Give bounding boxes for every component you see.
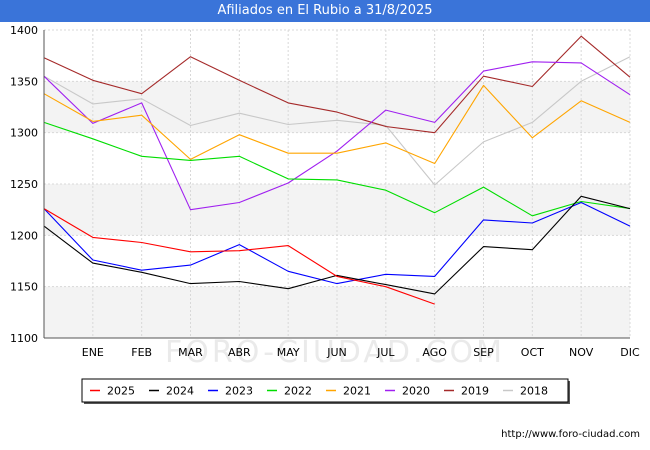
legend-box (81, 378, 569, 403)
legend-label-2018: 2018 (520, 385, 548, 398)
y-tick-label: 1400 (10, 24, 38, 37)
footer-url[interactable]: http://www.foro-ciudad.com (501, 429, 640, 440)
legend-label-2024: 2024 (166, 385, 194, 398)
x-tick-label: OCT (521, 346, 544, 359)
x-tick-label: MAR (178, 346, 203, 359)
x-tick-label: ABR (228, 346, 251, 359)
x-tick-label: SEP (473, 346, 494, 359)
axes: 1100 1150 1200 1250 1300 1350 1400 ENE FEB MAR ABR… (10, 24, 640, 359)
series-line-2021 (43, 84, 631, 165)
chart-title: Afiliados en El Rubio a 31/8/2025 (217, 3, 433, 18)
series-line-2020 (43, 61, 631, 211)
legend-label-2020: 2020 (402, 385, 430, 398)
series-line-2022 (43, 121, 631, 217)
series-line-2024 (43, 195, 631, 295)
legend-label-2023: 2023 (225, 385, 253, 398)
watermark: FORO-CIUDAD.COM (165, 335, 505, 370)
legend-label-2025: 2025 (107, 385, 135, 398)
x-tick-label: DIC (620, 346, 640, 359)
x-tick-label: NOV (569, 346, 594, 359)
title-bar: Afiliados en El Rubio a 31/8/2025 (0, 0, 650, 22)
series-line-2019 (43, 35, 631, 134)
legend-label-2019: 2019 (461, 385, 489, 398)
y-tick-label: 1300 (10, 127, 38, 140)
legend-label-2021: 2021 (343, 385, 371, 398)
x-tick-label: MAY (277, 346, 300, 359)
x-tick-label: JUL (376, 346, 395, 359)
series-line-2025 (43, 208, 435, 305)
series-lines (43, 35, 631, 305)
y-tick-label: 1350 (10, 75, 38, 88)
x-tick-label: ENE (82, 346, 104, 359)
x-tick-label: AGO (422, 346, 447, 359)
series-line-2018 (43, 56, 631, 186)
y-tick-label: 1150 (10, 281, 38, 294)
y-tick-label: 1100 (10, 332, 38, 345)
y-tick-label: 1200 (10, 229, 38, 242)
legend-label-2022: 2022 (284, 385, 312, 398)
x-tick-label: FEB (131, 346, 152, 359)
legend: 2025 2024 2023 2022 2021 2020 2019 2018 (81, 378, 570, 404)
y-tick-label: 1250 (10, 178, 38, 191)
series-line-2023 (43, 201, 631, 285)
x-tick-label: JUN (326, 346, 347, 359)
